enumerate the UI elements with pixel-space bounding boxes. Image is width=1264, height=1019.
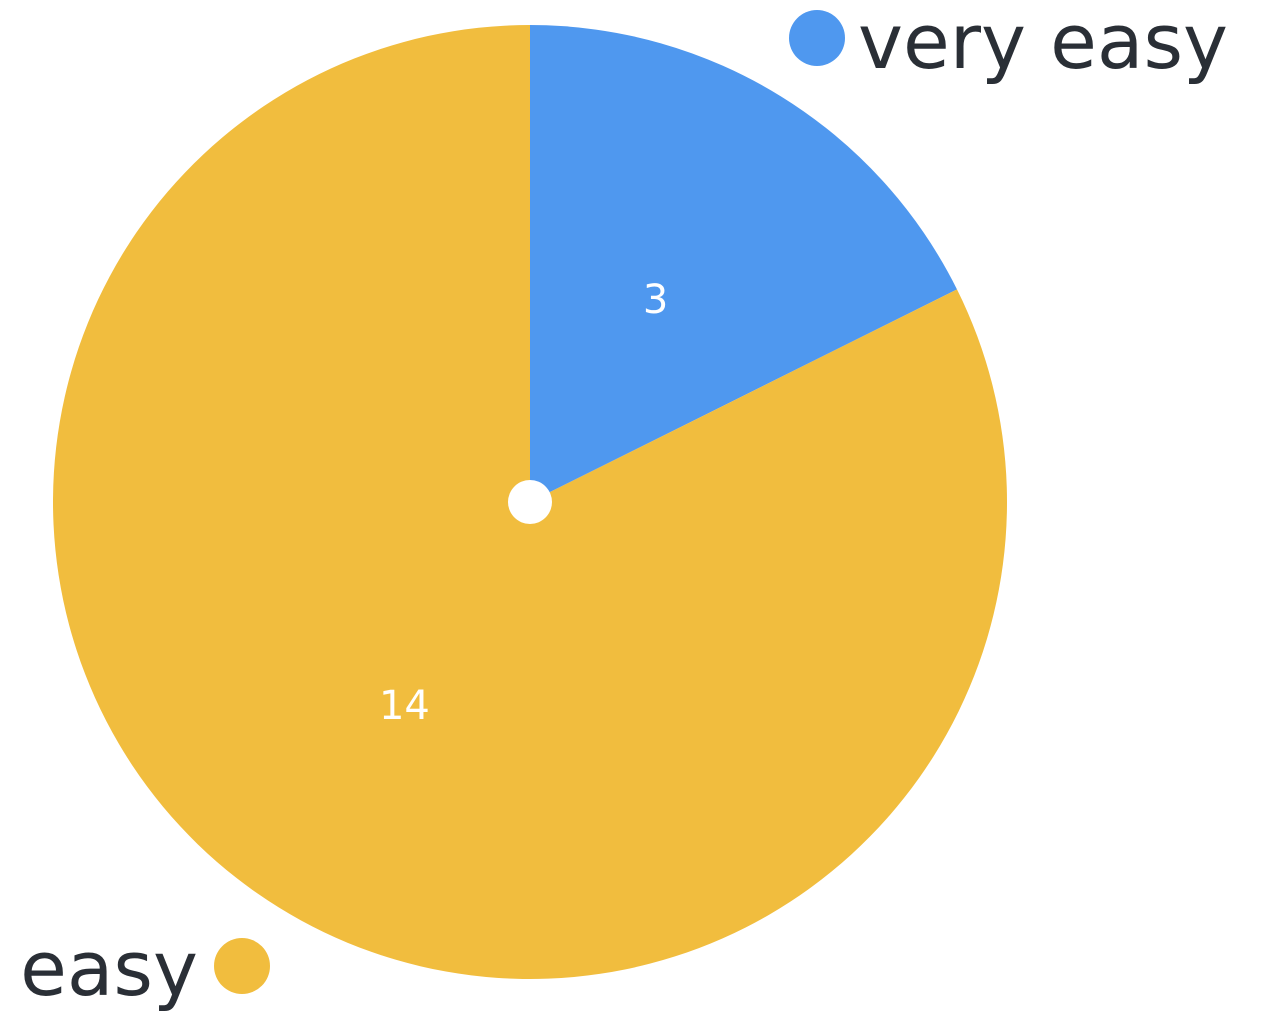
pie-value-label-easy: 14 — [379, 683, 430, 729]
legend-marker-very-easy — [789, 10, 845, 66]
legend-label-very-easy: very easy — [858, 0, 1228, 86]
legend-marker-easy — [214, 938, 270, 994]
legend-entry-easy: easy — [20, 924, 270, 1013]
legend-label-easy: easy — [20, 924, 198, 1013]
pie-center-dot — [508, 480, 552, 524]
pie-slice-very-easy — [530, 25, 957, 502]
pie-value-labels: 3 14 — [379, 277, 668, 729]
legend-entry-very-easy: very easy — [789, 0, 1228, 86]
pie-value-label-very-easy: 3 — [643, 277, 668, 323]
